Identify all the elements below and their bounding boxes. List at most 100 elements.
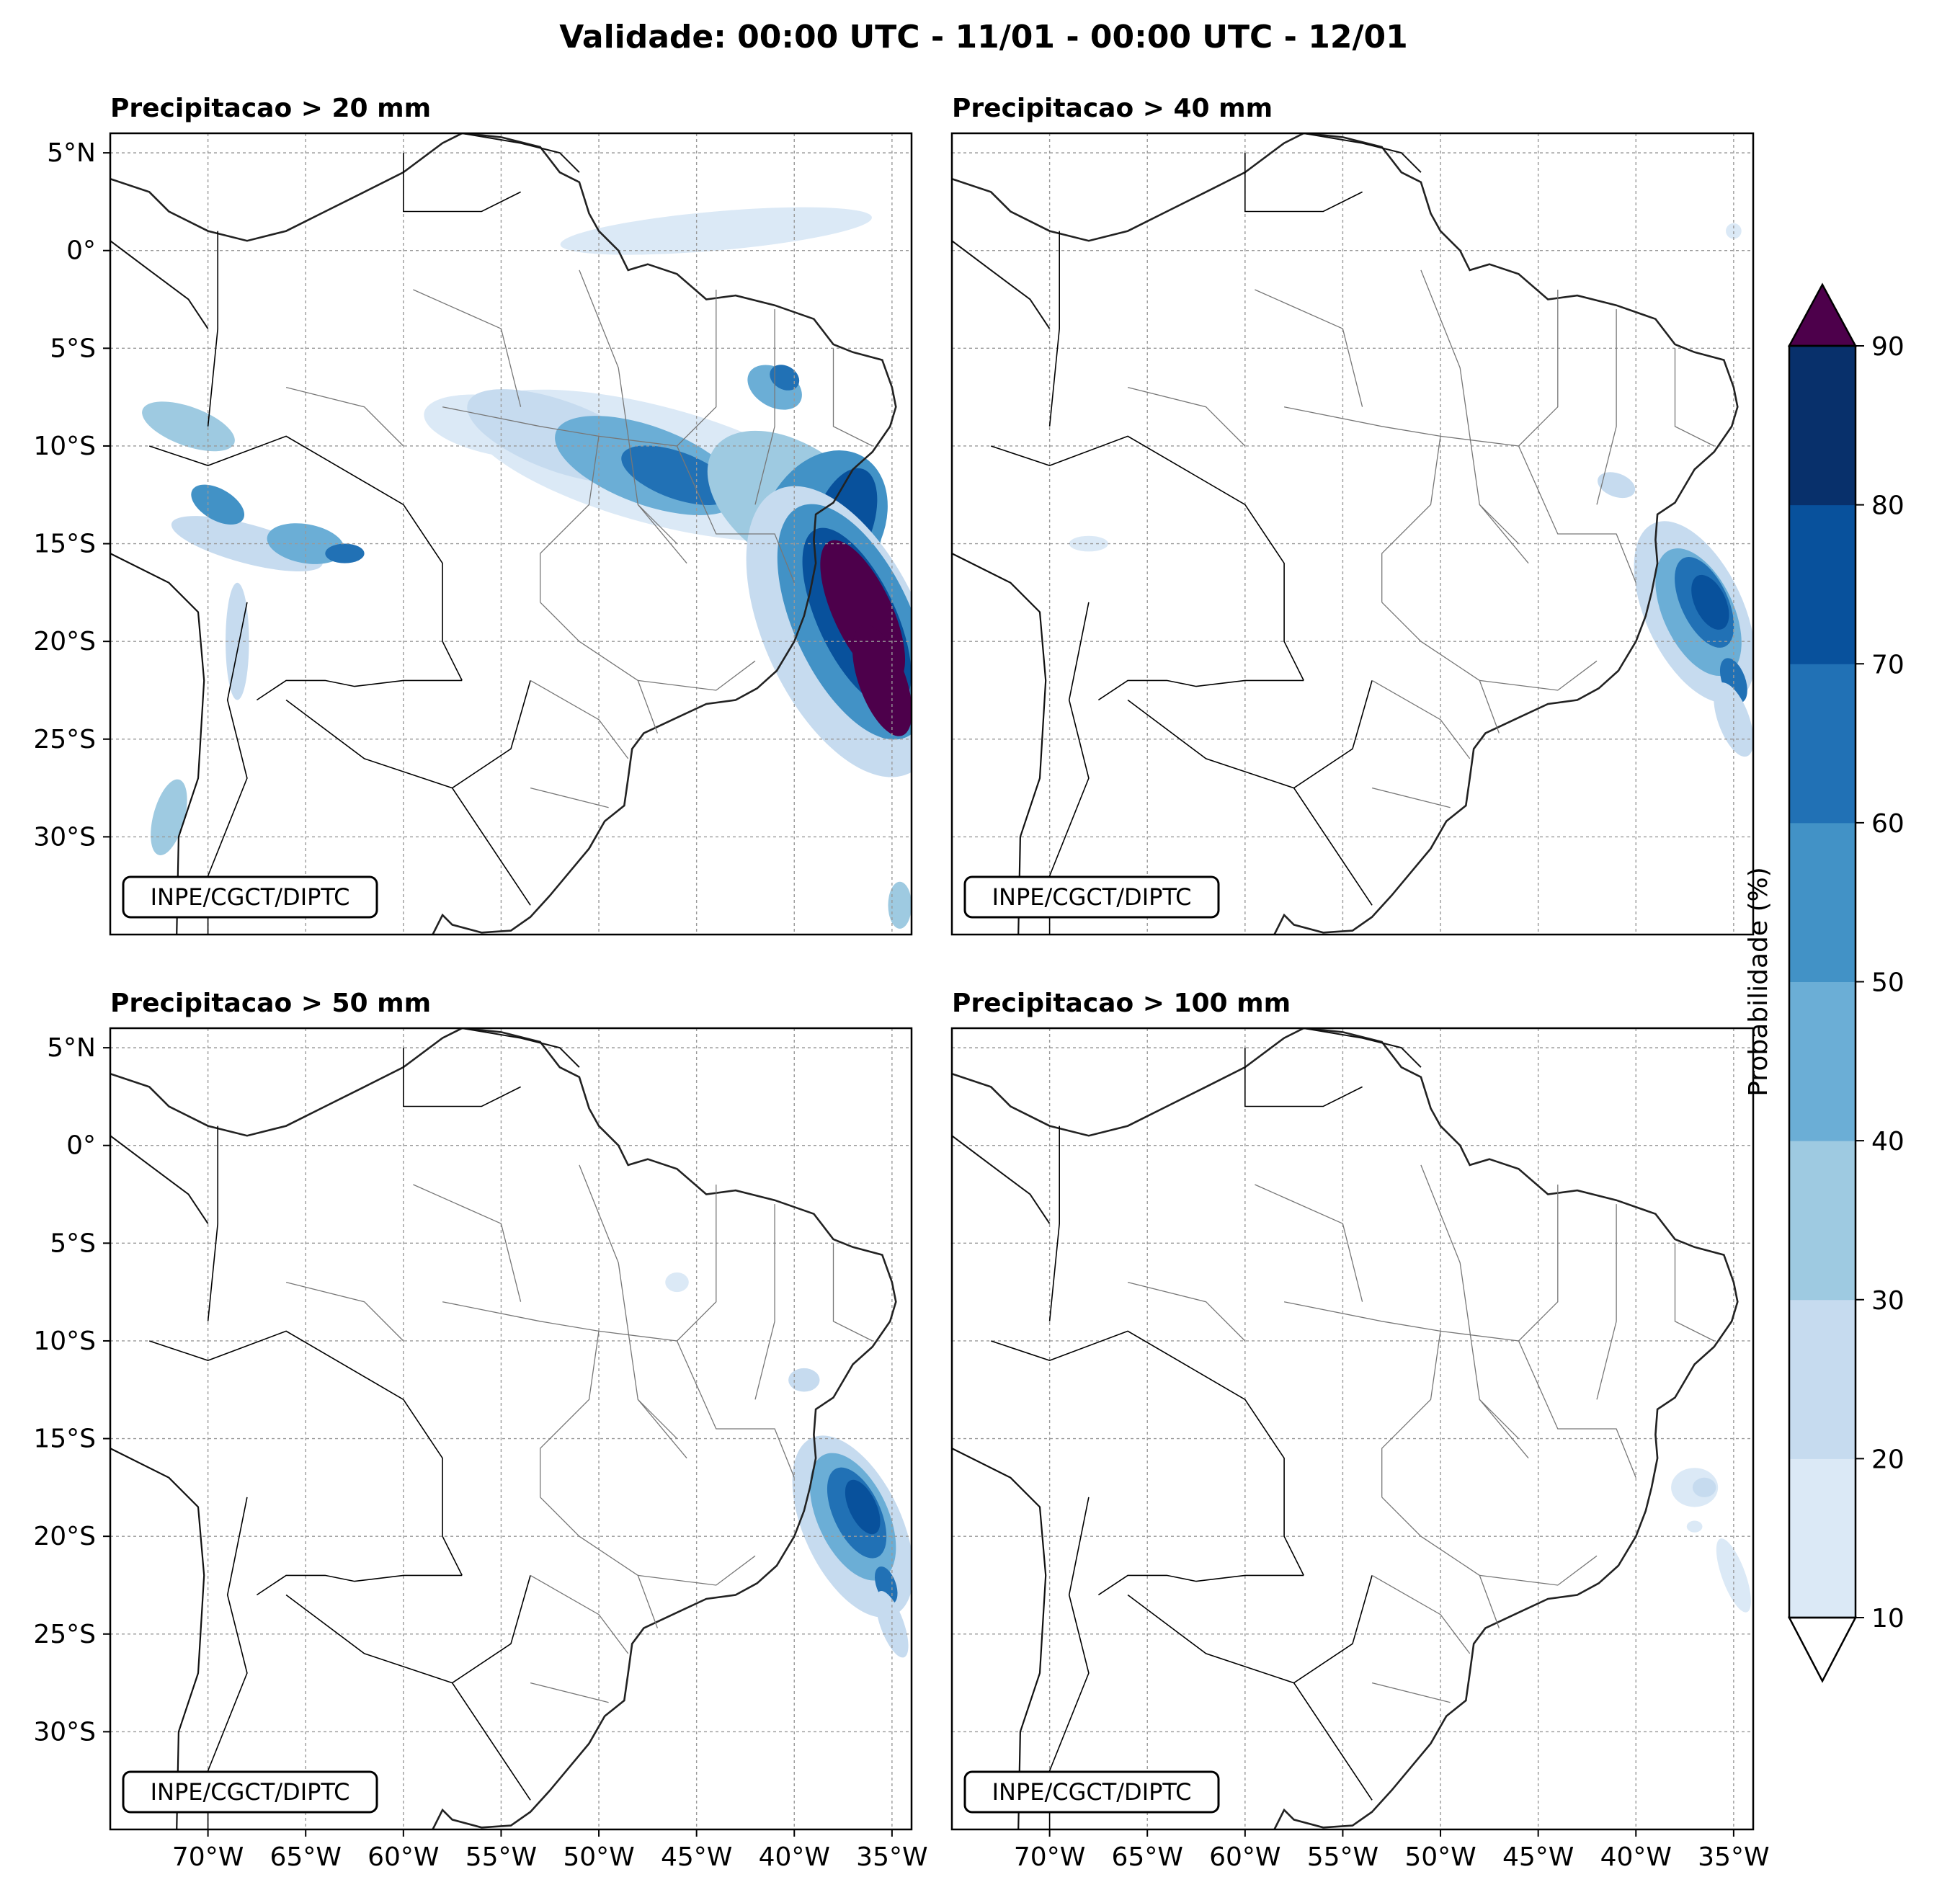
colorbar-tick-label: 80 <box>1871 491 1905 521</box>
lat-tick-label: 25°S <box>33 725 96 754</box>
precip-contour <box>852 625 912 736</box>
map-panel-4: Precipitacao > 100 mm INPE/CGCT/DIPTC 70°W… <box>950 989 1770 1872</box>
lat-tick-label: 30°S <box>33 822 96 852</box>
country-border <box>451 680 531 906</box>
state-border <box>754 309 775 505</box>
state-border <box>638 660 756 691</box>
colorbar-tick-label: 50 <box>1871 968 1905 998</box>
precip-contour <box>1598 472 1636 499</box>
map-panel-2: Precipitacao > 40 mm INPE/CGCT/DIPTC <box>950 94 1755 936</box>
lat-tick-label: 5°S <box>50 1229 96 1258</box>
state-border <box>677 1185 717 1342</box>
lat-tick-label: 15°S <box>33 530 96 559</box>
precip-contour <box>1716 1538 1751 1613</box>
state-border <box>442 406 677 447</box>
lon-tick-label: 60°W <box>1209 1842 1280 1872</box>
precip-contour <box>665 1272 689 1293</box>
state-border <box>579 1164 677 1440</box>
state-border <box>530 1682 609 1703</box>
state-border <box>677 290 717 447</box>
country-border <box>1127 699 1294 789</box>
lon-tick-label: 65°W <box>270 1842 342 1872</box>
state-border <box>530 679 629 759</box>
colorbar-segment <box>1789 981 1856 1141</box>
precip-contour <box>770 365 800 391</box>
watermark-text: INPE/CGCT/DIPTC <box>992 883 1192 911</box>
watermark-box <box>963 1770 1220 1814</box>
state-border <box>832 348 873 447</box>
colorbar-segment <box>1789 346 1856 506</box>
country-border <box>207 1125 218 1321</box>
colorbar-tick-label: 30 <box>1871 1286 1905 1316</box>
country-border <box>256 1574 463 1596</box>
lon-tick-label: 70°W <box>172 1842 244 1872</box>
colorbar-tick-label: 20 <box>1871 1445 1905 1474</box>
panel-title: Precipitacao > 50 mm <box>110 989 431 1018</box>
lat-tick-label: 20°S <box>33 627 96 656</box>
state-border <box>1420 269 1519 545</box>
country-border <box>1097 1574 1304 1596</box>
state-border <box>540 1497 659 1628</box>
lon-tick-label: 45°W <box>1502 1842 1574 1872</box>
country-border <box>451 1575 531 1801</box>
state-border <box>1371 1682 1451 1703</box>
watermark-box <box>122 875 378 919</box>
panel-title: Precipitacao > 40 mm <box>952 94 1273 123</box>
state-border <box>1381 436 1441 602</box>
coastline <box>952 1028 1739 1829</box>
watermark-text: INPE/CGCT/DIPTC <box>151 883 350 911</box>
state-border <box>832 1243 873 1342</box>
colorbar-segment <box>1789 822 1856 982</box>
country-border <box>285 699 453 789</box>
state-border <box>1596 1204 1617 1400</box>
pacific-coast <box>952 553 1047 935</box>
lon-tick-label: 55°W <box>1307 1842 1378 1872</box>
watermark-box <box>122 1770 378 1814</box>
lat-tick-label: 0° <box>66 236 96 266</box>
colorbar-segment <box>1789 504 1856 664</box>
map-panel-3: Precipitacao > 50 mm INPE/CGCT/DIPTC 5°N 0°… <box>33 989 927 1872</box>
country-border <box>1097 679 1304 701</box>
state-border <box>1674 348 1715 447</box>
state-border <box>1420 1164 1519 1440</box>
lon-tick-label: 50°W <box>1404 1842 1476 1872</box>
state-border <box>530 787 609 808</box>
precip-contour <box>1691 574 1729 630</box>
lon-tick-label: 35°W <box>1698 1842 1769 1872</box>
state-border <box>1479 660 1598 691</box>
precip-contour <box>1692 1477 1716 1497</box>
state-border <box>540 436 600 602</box>
state-border <box>1381 1331 1441 1497</box>
country-border <box>1293 1575 1373 1801</box>
precip-contour <box>788 1368 820 1392</box>
state-border <box>1596 309 1617 505</box>
watermark-text: INPE/CGCT/DIPTC <box>151 1778 350 1806</box>
precip-contour <box>151 779 187 855</box>
state-border <box>1371 787 1451 808</box>
lon-tick-label: 45°W <box>661 1842 732 1872</box>
pacific-coast <box>952 1448 1047 1829</box>
lon-tick-label: 40°W <box>1600 1842 1672 1872</box>
colorbar-segment <box>1789 664 1856 824</box>
pacific-coast <box>110 553 205 935</box>
country-border <box>990 1330 1304 1576</box>
country-border <box>403 153 521 213</box>
state-border <box>413 289 522 407</box>
state-border <box>638 1555 756 1586</box>
precip-field <box>665 1272 912 1658</box>
state-border <box>1381 602 1500 734</box>
colorbar-tick-label: 40 <box>1871 1127 1905 1156</box>
precip-contour <box>621 445 733 505</box>
state-border <box>530 1574 629 1654</box>
state-border <box>442 1301 677 1342</box>
state-border <box>1371 1574 1471 1654</box>
colorbar-tick-label: 10 <box>1871 1604 1905 1633</box>
precip-contour <box>1714 682 1753 757</box>
country-border <box>256 679 463 701</box>
panel-frame <box>109 132 913 936</box>
state-border <box>1479 504 1529 564</box>
country-border <box>1244 1048 1363 1107</box>
precip-contour <box>888 881 912 929</box>
country-border <box>403 1048 521 1107</box>
state-border <box>1381 1497 1500 1628</box>
